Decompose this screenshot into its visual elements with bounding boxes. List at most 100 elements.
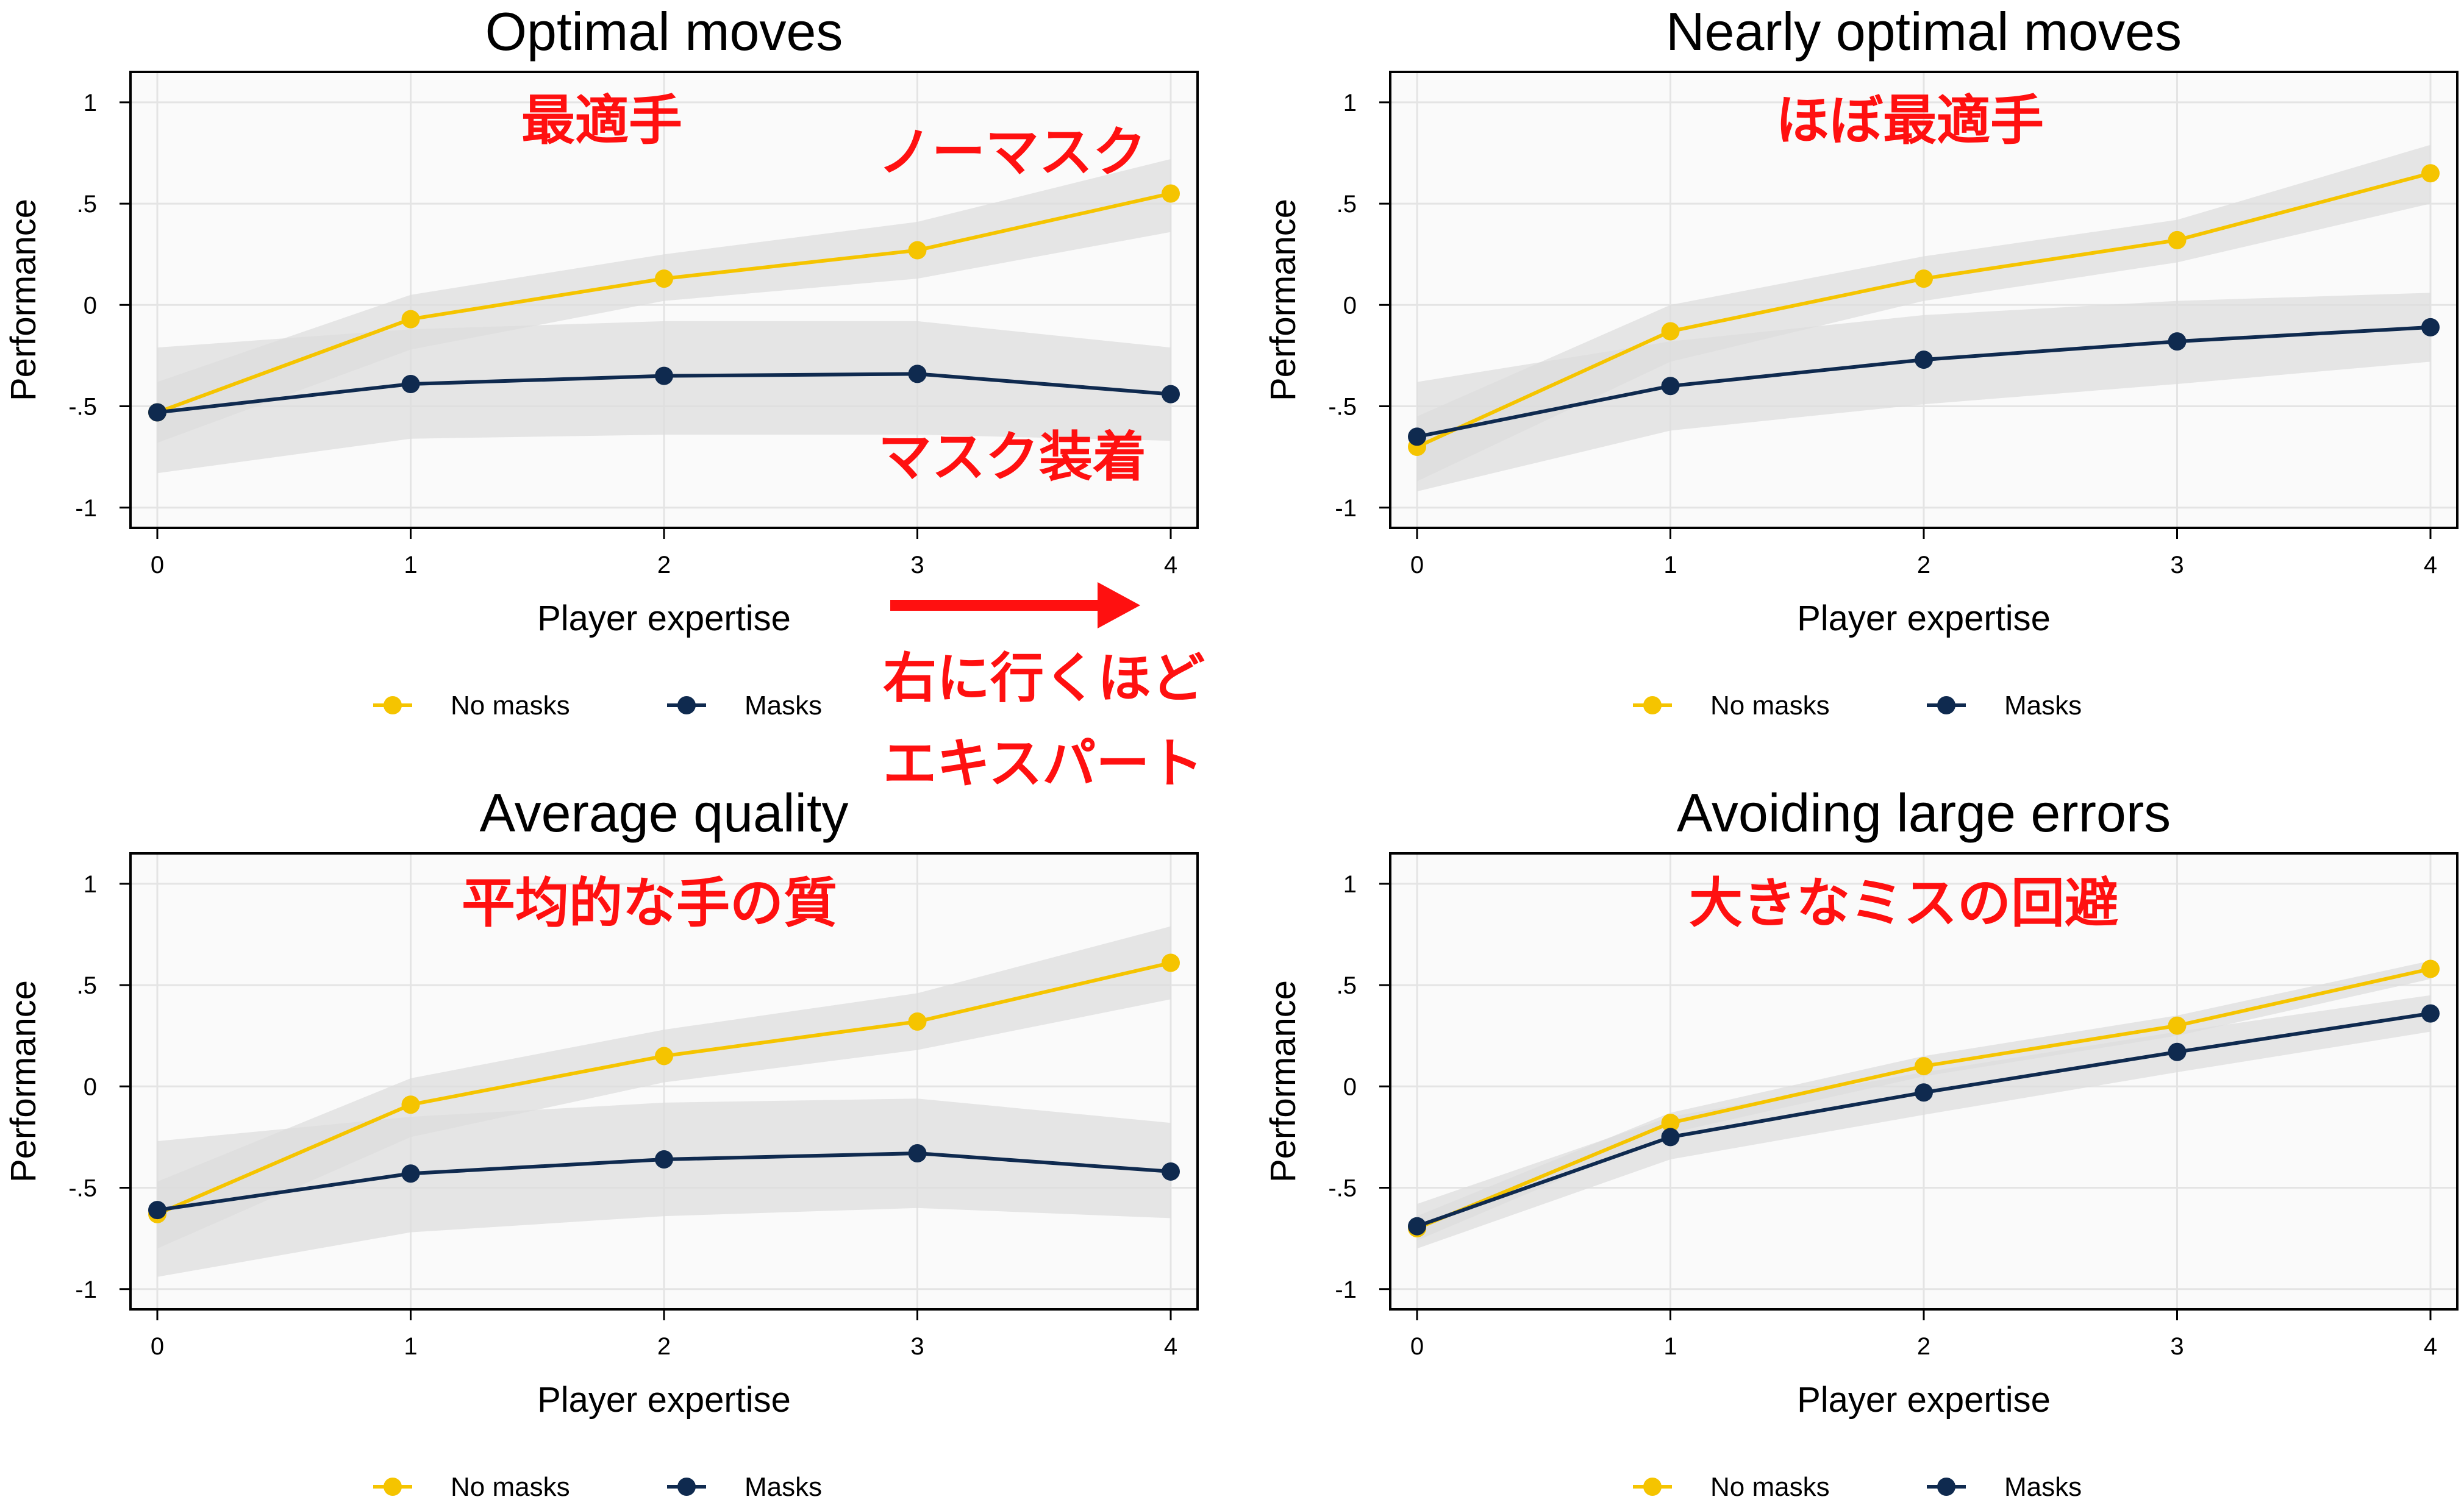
data-point-masks (401, 374, 420, 393)
x-axis-label: Player expertise (537, 599, 791, 638)
y-axis-label: Performance (4, 980, 43, 1183)
x-tick-label: 3 (2170, 1333, 2184, 1360)
data-point-masks (1915, 350, 1933, 369)
annotation-optimal-moves: 最適手 (521, 89, 682, 152)
data-point-masks (1408, 427, 1426, 446)
expertise-arrow-head (1098, 582, 1140, 628)
annotation-nearly-optimal: ほぼ最適手 (1776, 89, 2044, 152)
y-tick-label: -1 (75, 495, 97, 522)
annotation-average-quality: 平均的な手の質 (462, 872, 837, 934)
chart-title: Nearly optimal moves (1666, 1, 2182, 62)
x-tick-label: 1 (404, 1333, 417, 1360)
data-point-masks (1661, 1128, 1680, 1147)
data-point-no-masks (2168, 1016, 2187, 1035)
y-axis-label: Performance (1263, 199, 1303, 401)
x-axis-label: Player expertise (1797, 1380, 2051, 1420)
data-point-no-masks (401, 1095, 420, 1114)
y-tick-label: -.5 (68, 1175, 97, 1202)
x-tick-label: 4 (1164, 552, 1177, 578)
chart-panel-1: -1 -.5 0 .5 1 0 1 2 3 4 Optimal moves Player expert… (4, 1, 1199, 720)
chart-title: Avoiding large errors (1677, 783, 2171, 843)
y-tick-label: .5 (1337, 972, 1357, 999)
y-tick-label: .5 (77, 191, 97, 218)
y-tick-label: 0 (1343, 1073, 1357, 1100)
y-tick-label: 0 (84, 1073, 97, 1100)
x-tick-label: 3 (910, 1333, 924, 1360)
y-tick-label: -1 (1335, 495, 1357, 522)
ci-band-masks (157, 1098, 1171, 1277)
data-point-no-masks (655, 1047, 673, 1066)
chart-title: Optimal moves (485, 1, 843, 62)
legend-label-no-masks: No masks (451, 691, 570, 720)
x-axis-label: Player expertise (537, 1380, 791, 1420)
chart-panel-4: -1 -.5 0 .5 1 0 1 2 3 4 Avoiding large errors Playe… (1263, 783, 2459, 1502)
data-point-no-masks (1162, 953, 1180, 972)
data-point-masks (655, 366, 673, 385)
x-tick-label: 0 (151, 1333, 164, 1360)
y-tick-label: -1 (1335, 1276, 1357, 1303)
legend-marker-no-masks (384, 1478, 402, 1496)
x-tick-label: 2 (657, 552, 671, 578)
data-point-masks (148, 1201, 166, 1220)
y-tick-label: 1 (84, 871, 97, 898)
data-point-no-masks (1915, 269, 1933, 288)
data-point-no-masks (2168, 230, 2187, 249)
legend-label-masks: Masks (745, 1472, 822, 1502)
data-point-no-masks (908, 1012, 927, 1031)
data-point-no-masks (2421, 959, 2440, 978)
data-point-masks (1408, 1217, 1426, 1236)
data-point-masks (908, 1144, 927, 1163)
y-tick-label: 0 (1343, 292, 1357, 319)
ci-band-no-masks (157, 158, 1171, 443)
y-tick-label: 1 (1343, 90, 1357, 116)
y-tick-label: -.5 (1328, 394, 1357, 421)
legend-label-no-masks: No masks (1710, 691, 1830, 720)
annotation-right-more: 右に行くほど (883, 647, 1205, 710)
x-tick-label: 3 (910, 552, 924, 578)
annotation-expert: エキスパート (883, 732, 1203, 795)
data-point-masks (1915, 1083, 1933, 1102)
y-tick-label: .5 (1337, 191, 1357, 218)
y-tick-label: 1 (1343, 871, 1357, 898)
legend-label-masks: Masks (745, 691, 822, 720)
x-tick-label: 0 (151, 552, 164, 578)
legend-label-masks: Masks (2004, 1472, 2082, 1502)
annotation-avoid-errors: 大きなミスの回避 (1689, 872, 2118, 934)
data-point-no-masks (2421, 164, 2440, 183)
y-tick-label: 0 (84, 292, 97, 319)
data-point-no-masks (1915, 1057, 1933, 1076)
data-point-no-masks (655, 269, 673, 288)
legend-marker-no-masks (1643, 696, 1662, 714)
legend-marker-no-masks (384, 696, 402, 714)
legend-marker-masks (677, 1478, 696, 1496)
x-tick-label: 4 (1164, 1333, 1177, 1360)
x-tick-label: 1 (1663, 552, 1677, 578)
legend-marker-masks (1937, 1478, 1955, 1496)
ci-band-no-masks (157, 926, 1171, 1249)
x-tick-label: 2 (1917, 1333, 1930, 1360)
data-point-masks (2168, 1042, 2187, 1061)
data-point-masks (148, 403, 166, 422)
annotation-mask-wearing: マスク装着 (878, 425, 1146, 488)
y-tick-label: -.5 (1328, 1175, 1357, 1202)
x-tick-label: 0 (1410, 552, 1424, 578)
legend-label-masks: Masks (2004, 691, 2082, 720)
data-point-no-masks (1661, 322, 1680, 341)
chart-title: Average quality (480, 783, 849, 843)
y-tick-label: -1 (75, 1276, 97, 1303)
annotation-no-mask: ノーマスク (878, 121, 1146, 183)
data-point-no-masks (1661, 1114, 1680, 1133)
x-tick-label: 0 (1410, 1333, 1424, 1360)
x-tick-label: 2 (657, 1333, 671, 1360)
data-point-no-masks (1162, 184, 1180, 203)
legend-label-no-masks: No masks (1710, 1472, 1830, 1502)
data-point-masks (2421, 1004, 2440, 1023)
legend-marker-masks (1937, 696, 1955, 714)
x-tick-label: 3 (2170, 552, 2184, 578)
data-point-masks (2421, 318, 2440, 336)
data-point-no-masks (908, 241, 927, 260)
data-point-masks (401, 1164, 420, 1183)
x-tick-label: 4 (2424, 1333, 2437, 1360)
x-tick-label: 1 (1663, 1333, 1677, 1360)
chart-panel-3: -1 -.5 0 .5 1 0 1 2 3 4 Average quality Player expe… (4, 783, 1199, 1502)
